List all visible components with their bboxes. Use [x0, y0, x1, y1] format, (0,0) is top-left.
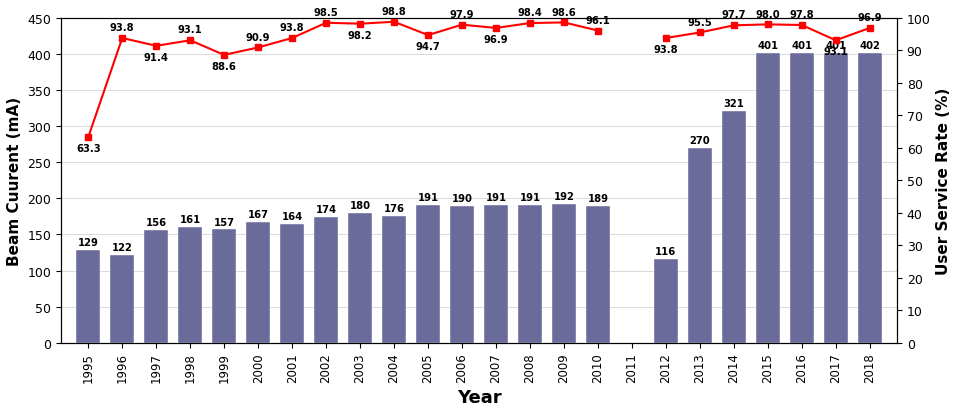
- Text: 98.6: 98.6: [552, 7, 577, 17]
- Text: 91.4: 91.4: [144, 52, 169, 62]
- Bar: [688, 148, 712, 343]
- Text: 191: 191: [519, 192, 540, 202]
- Bar: [77, 250, 101, 343]
- Bar: [314, 218, 338, 343]
- Text: 98.4: 98.4: [517, 8, 542, 18]
- Bar: [416, 205, 440, 343]
- Bar: [790, 54, 813, 343]
- Text: 90.9: 90.9: [246, 33, 270, 43]
- Text: 401: 401: [825, 41, 846, 51]
- Text: 157: 157: [214, 217, 235, 227]
- Text: 129: 129: [78, 237, 99, 247]
- Text: 98.8: 98.8: [381, 7, 406, 17]
- Text: 93.1: 93.1: [178, 25, 202, 36]
- Text: 116: 116: [655, 247, 676, 256]
- Text: 93.8: 93.8: [110, 23, 134, 33]
- Text: 88.6: 88.6: [212, 62, 237, 71]
- Text: 93.8: 93.8: [280, 23, 305, 33]
- Bar: [178, 227, 202, 343]
- Bar: [552, 205, 576, 343]
- Bar: [348, 213, 372, 343]
- Text: 402: 402: [859, 40, 880, 50]
- Text: 180: 180: [350, 200, 371, 210]
- Y-axis label: User Service Rate (%): User Service Rate (%): [936, 88, 951, 274]
- Text: 164: 164: [282, 212, 303, 222]
- Y-axis label: Beam Cuurent (mA): Beam Cuurent (mA): [7, 97, 22, 265]
- Bar: [756, 54, 780, 343]
- Bar: [654, 259, 677, 343]
- Text: 190: 190: [451, 193, 472, 203]
- Text: 97.8: 97.8: [789, 10, 814, 20]
- Text: 401: 401: [757, 41, 778, 51]
- Text: 96.1: 96.1: [585, 16, 610, 26]
- Text: 96.9: 96.9: [484, 35, 509, 45]
- Text: 98.5: 98.5: [313, 8, 338, 18]
- Bar: [246, 223, 270, 343]
- Text: 63.3: 63.3: [76, 144, 101, 154]
- Text: 161: 161: [179, 214, 201, 224]
- Bar: [586, 207, 610, 343]
- Bar: [281, 225, 304, 343]
- Text: 189: 189: [587, 194, 608, 204]
- Text: 192: 192: [554, 192, 575, 202]
- Text: 93.1: 93.1: [823, 47, 848, 57]
- Text: 98.0: 98.0: [756, 9, 780, 19]
- Bar: [213, 230, 236, 343]
- Text: 401: 401: [791, 41, 812, 51]
- Text: 122: 122: [112, 242, 133, 252]
- Text: 174: 174: [315, 205, 336, 215]
- Bar: [722, 112, 745, 343]
- Text: 156: 156: [146, 218, 167, 228]
- Text: 167: 167: [248, 210, 268, 220]
- Bar: [518, 205, 542, 343]
- Text: 191: 191: [418, 192, 439, 202]
- Text: 191: 191: [486, 192, 507, 202]
- Text: 93.8: 93.8: [653, 45, 678, 55]
- Text: 176: 176: [383, 203, 404, 213]
- Bar: [382, 216, 406, 343]
- Text: 96.9: 96.9: [857, 13, 882, 23]
- Text: 95.5: 95.5: [688, 18, 712, 28]
- Text: 97.7: 97.7: [721, 10, 746, 20]
- Bar: [857, 53, 881, 343]
- Bar: [145, 230, 168, 343]
- Bar: [110, 255, 134, 343]
- X-axis label: Year: Year: [457, 388, 501, 406]
- Bar: [484, 205, 508, 343]
- Text: 98.2: 98.2: [348, 31, 373, 40]
- Bar: [824, 54, 848, 343]
- Text: 321: 321: [723, 99, 744, 109]
- Text: 97.9: 97.9: [449, 10, 474, 20]
- Text: 94.7: 94.7: [416, 42, 441, 52]
- Text: 270: 270: [690, 135, 710, 146]
- Bar: [450, 206, 474, 343]
